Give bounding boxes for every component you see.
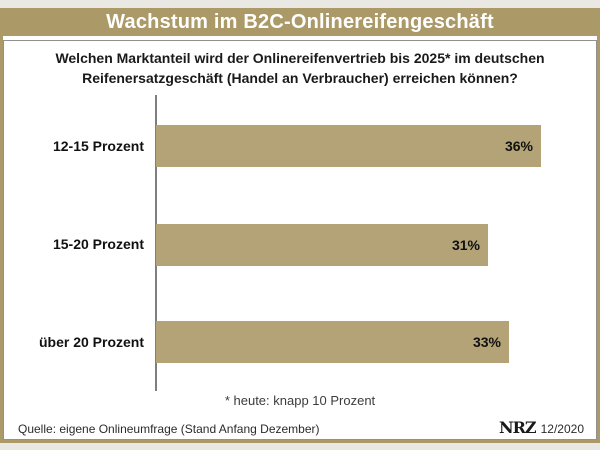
chart-title: Wachstum im B2C-Onlinereifengeschäft bbox=[3, 8, 597, 36]
bar-value-label: 31% bbox=[451, 237, 480, 253]
category-label: 12-15 Prozent bbox=[52, 138, 144, 154]
bar: 33% bbox=[156, 321, 509, 363]
chart-panel: Welchen Marktanteil wird der Onlinereife… bbox=[3, 40, 597, 440]
issue-date: 12/2020 bbox=[540, 422, 584, 436]
question-line-2: Reifenersatzgeschäft (Handel an Verbrauc… bbox=[82, 70, 518, 86]
bar: 31% bbox=[156, 224, 488, 266]
brand: NRZ 12/2020 bbox=[499, 418, 584, 437]
category-label: 15-20 Prozent bbox=[52, 236, 144, 252]
infographic-frame: Wachstum im B2C-Onlinereifengeschäft Wel… bbox=[0, 8, 600, 443]
nrz-logo: NRZ bbox=[499, 418, 537, 437]
chart-footnote: * heute: knapp 10 Prozent bbox=[224, 393, 376, 408]
footer: Quelle: eigene Onlineumfrage (Stand Anfa… bbox=[18, 418, 584, 437]
chart-question: Welchen Marktanteil wird der Onlinereife… bbox=[4, 48, 596, 88]
bar-value-label: 33% bbox=[472, 334, 501, 350]
category-label: über 20 Prozent bbox=[38, 334, 144, 350]
bar: 36% bbox=[156, 125, 541, 167]
source-text: Quelle: eigene Onlineumfrage (Stand Anfa… bbox=[18, 422, 320, 436]
question-line-1: Welchen Marktanteil wird der Onlinereife… bbox=[55, 50, 545, 66]
bar-value-label: 36% bbox=[504, 138, 533, 154]
